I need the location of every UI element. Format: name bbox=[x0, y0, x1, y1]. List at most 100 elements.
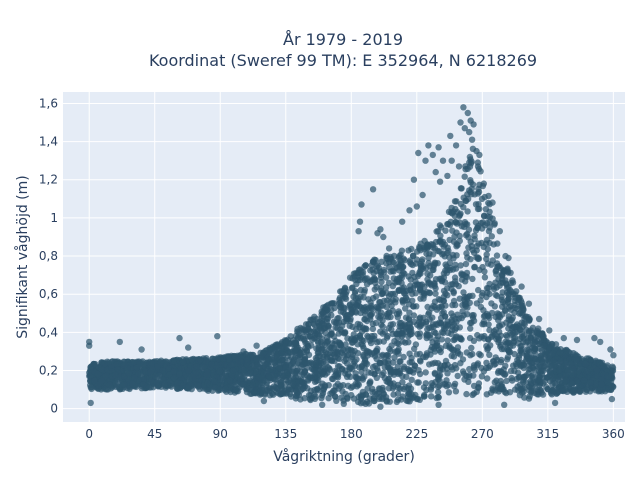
data-point bbox=[582, 360, 589, 368]
data-point bbox=[367, 311, 374, 319]
outlier-point bbox=[505, 254, 512, 262]
data-point bbox=[352, 336, 359, 343]
data-point bbox=[380, 369, 387, 377]
data-point bbox=[204, 379, 211, 386]
data-point bbox=[174, 379, 181, 387]
data-point bbox=[546, 378, 554, 385]
data-point bbox=[383, 397, 390, 404]
data-point bbox=[121, 373, 128, 380]
data-point bbox=[448, 352, 455, 359]
data-point bbox=[405, 316, 413, 323]
data-point bbox=[450, 208, 457, 215]
data-point bbox=[407, 324, 414, 331]
data-point bbox=[462, 278, 469, 285]
outlier-point bbox=[447, 132, 454, 140]
data-point bbox=[239, 366, 246, 373]
data-point bbox=[497, 341, 504, 348]
data-point bbox=[508, 374, 515, 382]
data-point bbox=[216, 386, 224, 393]
data-point bbox=[314, 353, 321, 360]
data-point bbox=[376, 299, 384, 306]
data-point bbox=[486, 351, 493, 358]
data-point bbox=[88, 383, 95, 391]
data-point bbox=[468, 319, 475, 326]
data-point bbox=[102, 385, 109, 393]
data-point bbox=[420, 353, 427, 361]
data-point bbox=[563, 347, 571, 354]
data-point bbox=[339, 388, 346, 395]
data-point bbox=[505, 313, 512, 320]
outlier-point bbox=[535, 315, 543, 323]
data-point bbox=[229, 367, 236, 374]
data-point bbox=[283, 389, 290, 396]
data-point bbox=[424, 326, 431, 333]
data-point bbox=[396, 287, 403, 294]
outlier-point bbox=[468, 136, 476, 143]
data-point bbox=[483, 391, 490, 398]
data-point bbox=[358, 368, 365, 376]
chart-title-line2: Koordinat (Sweref 99 TM): E 352964, N 62… bbox=[149, 51, 537, 70]
data-point bbox=[446, 221, 454, 229]
data-point bbox=[572, 351, 579, 358]
data-point bbox=[446, 254, 453, 261]
data-point bbox=[402, 384, 409, 391]
data-point bbox=[429, 321, 437, 328]
data-point bbox=[497, 385, 505, 393]
outlier-point bbox=[429, 151, 436, 159]
data-point bbox=[305, 343, 312, 350]
outlier-point bbox=[597, 338, 604, 346]
data-point bbox=[410, 252, 417, 259]
data-point bbox=[94, 381, 102, 389]
data-point bbox=[222, 385, 229, 393]
data-point bbox=[379, 351, 386, 359]
outlier-point bbox=[489, 199, 496, 206]
data-point bbox=[367, 267, 374, 274]
data-point bbox=[564, 368, 571, 375]
data-point bbox=[469, 181, 477, 188]
data-point bbox=[377, 274, 385, 281]
data-point bbox=[321, 341, 328, 348]
data-point bbox=[152, 373, 159, 380]
chart-title-line1: År 1979 - 2019 bbox=[283, 30, 403, 49]
data-point bbox=[491, 379, 498, 386]
data-point bbox=[398, 396, 405, 403]
data-point bbox=[460, 370, 467, 377]
data-point bbox=[318, 320, 326, 327]
data-point bbox=[301, 355, 309, 363]
data-point bbox=[556, 349, 564, 356]
data-point bbox=[420, 384, 428, 391]
data-point bbox=[337, 382, 344, 390]
data-point bbox=[451, 380, 459, 387]
data-points bbox=[86, 104, 617, 410]
outlier-point bbox=[410, 176, 418, 183]
data-point bbox=[450, 289, 457, 297]
data-point bbox=[98, 366, 105, 373]
outlier-point bbox=[425, 142, 432, 149]
data-point bbox=[289, 380, 297, 388]
outlier-point bbox=[464, 109, 471, 117]
data-point bbox=[316, 367, 324, 374]
data-point bbox=[592, 380, 600, 388]
data-point bbox=[477, 168, 484, 175]
data-point bbox=[271, 359, 278, 367]
data-point bbox=[363, 349, 370, 357]
outlier-point bbox=[377, 403, 384, 410]
data-point bbox=[385, 385, 393, 392]
data-point bbox=[113, 361, 121, 368]
data-point bbox=[429, 382, 437, 389]
outlier-point bbox=[380, 233, 387, 241]
data-point bbox=[281, 356, 288, 364]
data-point bbox=[505, 325, 512, 332]
data-point bbox=[361, 316, 368, 323]
data-point bbox=[407, 385, 415, 392]
data-point bbox=[362, 262, 369, 269]
data-point bbox=[353, 302, 360, 309]
data-point bbox=[449, 347, 456, 354]
data-point bbox=[398, 247, 406, 254]
x-tick-label: 225 bbox=[405, 427, 428, 441]
outlier-point bbox=[415, 149, 422, 157]
data-point bbox=[112, 380, 120, 387]
data-point bbox=[525, 395, 533, 402]
data-point bbox=[478, 333, 485, 340]
data-point bbox=[441, 241, 449, 248]
